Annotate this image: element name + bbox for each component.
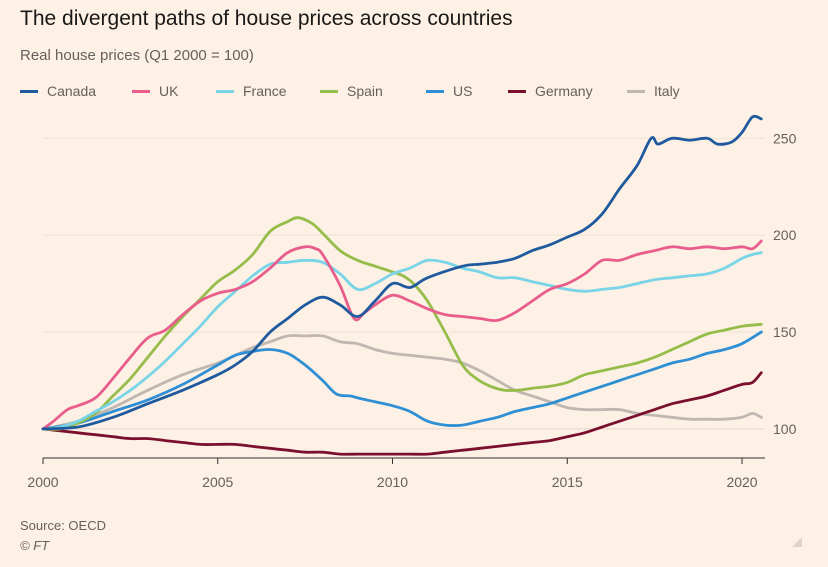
x-tick-label-2010: 2010	[377, 474, 408, 490]
x-tick-label-2000: 2000	[27, 474, 58, 490]
legend-swatch-us	[426, 90, 444, 93]
legend-swatch-spain	[320, 90, 338, 93]
y-tick-label-100: 100	[773, 421, 797, 437]
series-line-canada	[41, 114, 763, 431]
x-tick-label-2015: 2015	[552, 474, 583, 490]
legend-swatch-uk	[132, 90, 150, 93]
x-tick-label-2005: 2005	[202, 474, 233, 490]
x-tick-label-2020: 2020	[726, 474, 757, 490]
series-line-uk	[41, 239, 763, 431]
legend-label-italy: Italy	[654, 83, 680, 99]
series-line-france	[41, 251, 763, 431]
chart-title: The divergent paths of house prices acro…	[20, 7, 513, 30]
legend-label-uk: UK	[159, 83, 179, 99]
series-line-spain	[41, 216, 763, 431]
series-line-germany	[41, 371, 763, 456]
legend-swatch-france	[216, 90, 234, 93]
legend-swatch-canada	[20, 90, 38, 93]
series-line-us	[41, 330, 763, 431]
legend-label-us: US	[453, 83, 473, 99]
source-note: Source: OECD	[20, 518, 106, 533]
y-tick-label-200: 200	[773, 227, 797, 243]
legend-label-france: France	[243, 83, 287, 99]
legend-swatch-italy	[627, 90, 645, 93]
legend-swatch-germany	[508, 90, 526, 93]
y-tick-label-250: 250	[773, 130, 797, 146]
legend: Canada UK France Spain US Germany Italy	[20, 82, 820, 100]
corner-mark-icon	[792, 537, 802, 547]
y-tick-label-150: 150	[773, 324, 797, 340]
legend-label-spain: Spain	[347, 83, 383, 99]
series-line-italy	[41, 334, 763, 431]
copyright-note: © FT	[20, 538, 50, 553]
legend-label-germany: Germany	[535, 83, 593, 99]
chart-subtitle: Real house prices (Q1 2000 = 100)	[20, 47, 254, 64]
legend-label-canada: Canada	[47, 83, 97, 99]
